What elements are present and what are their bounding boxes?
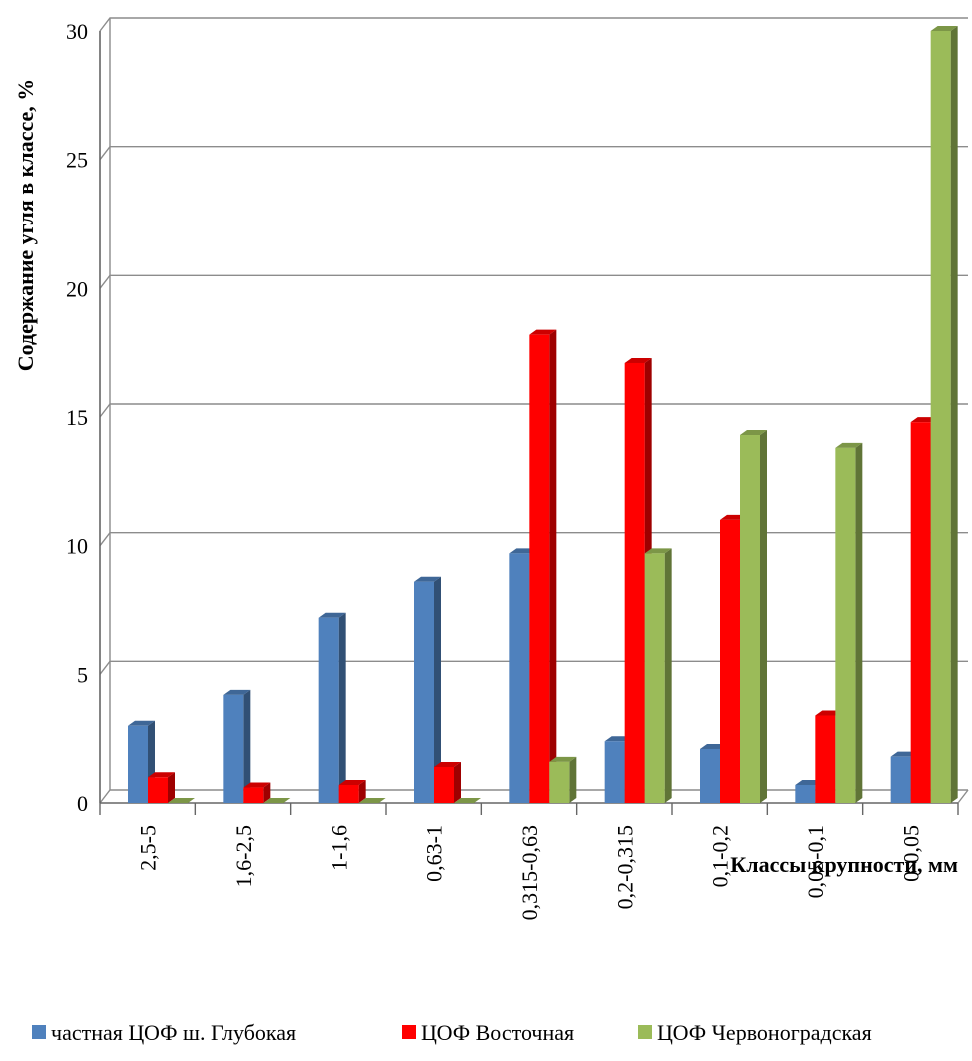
y-tick-label: 10 [66, 534, 88, 559]
bar [930, 26, 958, 803]
y-tick-label: 20 [66, 276, 88, 301]
gridline [99, 274, 968, 289]
legend-label: ЦОФ Червоноградская [657, 1020, 872, 1045]
bar [168, 798, 195, 803]
legend-swatch [638, 1025, 652, 1039]
bar [128, 720, 155, 803]
y-tick-label: 0 [77, 791, 88, 816]
bar [549, 756, 577, 803]
bar [835, 442, 863, 803]
y-tick-label: 30 [66, 19, 88, 44]
x-axis-title: Классы крупности, мм [730, 852, 958, 877]
x-tick-label: 0,63-1 [422, 825, 447, 882]
legend: частная ЦОФ ш. Глубокая ЦОФ Восточная ЦОФ … [32, 1020, 872, 1045]
bar [243, 782, 271, 803]
gridline [99, 145, 968, 161]
bar [263, 798, 291, 803]
bar [434, 761, 461, 803]
y-tick-label: 25 [66, 148, 88, 173]
bar [414, 576, 441, 803]
bar [740, 430, 767, 803]
bar [148, 772, 175, 803]
y-axis-title: Содержание угля в классе, % [13, 79, 38, 372]
x-tick-label: 0,315-0,63 [517, 825, 542, 920]
x-tick-label: 0,05-0,1 [803, 825, 828, 898]
legend-swatch [402, 1025, 416, 1039]
x-tick-labels: 2,5-5 1,6-2,5 1-1,6 0,63-1 0,315-0,63 0,2-0,3… [136, 825, 924, 920]
bar [338, 779, 366, 803]
bar [529, 329, 557, 803]
x-tick-label: 2,5-5 [136, 825, 161, 871]
legend-swatch [32, 1025, 46, 1039]
bar [318, 612, 346, 803]
x-tick-label: 0,1-0,2 [708, 825, 733, 887]
y-tick-label: 5 [77, 662, 88, 687]
y-tick-label: 15 [66, 405, 88, 430]
bar [358, 798, 386, 803]
floor-edge [957, 789, 969, 804]
gridline [99, 17, 968, 32]
x-tick-label: 0-0,05 [898, 825, 923, 882]
bar [223, 689, 251, 803]
x-tick-label: 0,2-0,315 [612, 825, 637, 909]
x-tick-label: 1-1,6 [326, 825, 351, 871]
bars [128, 26, 958, 803]
bar [644, 548, 672, 803]
legend-label: ЦОФ Восточная [421, 1020, 574, 1045]
y-tick-labels: 0 5 10 15 20 25 30 [66, 19, 88, 816]
x-tick-label: 1,6-2,5 [231, 825, 256, 887]
bar [454, 798, 481, 803]
legend-label: частная ЦОФ ш. Глубокая [51, 1020, 296, 1045]
